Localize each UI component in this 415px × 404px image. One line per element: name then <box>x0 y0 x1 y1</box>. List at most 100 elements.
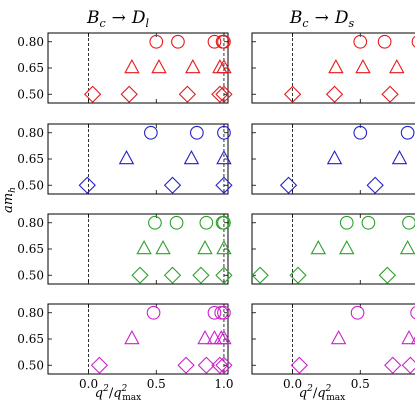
panel-frame <box>47 303 229 375</box>
data-point-triangle <box>124 58 140 74</box>
data-point-triangle <box>124 329 140 345</box>
data-point-circle <box>400 125 415 140</box>
data-point-diamond <box>163 176 182 194</box>
data-point-circle <box>217 305 231 320</box>
y-tick-label: 0.50 <box>17 178 44 192</box>
data-point-diamond <box>289 266 307 284</box>
data-point-diamond <box>378 266 396 284</box>
data-point-triangle <box>155 239 171 255</box>
panel-frame <box>47 213 229 285</box>
data-point-circle <box>402 215 415 230</box>
data-point-diamond <box>381 85 399 103</box>
data-point-diamond <box>163 266 182 284</box>
data-point-triangle <box>185 58 201 74</box>
data-point-triangle <box>136 239 152 255</box>
y-tick-label: 0.50 <box>17 268 44 282</box>
panel-row3-col2 <box>251 213 415 285</box>
x-tick-label: 0.5 <box>351 377 370 391</box>
y-tick-label: 0.80 <box>17 306 44 320</box>
data-point-circle <box>217 125 231 140</box>
svg-text:Bc→Dl: Bc → Dl <box>86 8 150 30</box>
y-tick-label: 0.80 <box>17 216 44 230</box>
column-title-right: Bc → Ds <box>289 8 355 30</box>
data-point-circle <box>214 305 229 320</box>
data-point-triangle <box>401 329 415 345</box>
data-point-diamond <box>131 266 149 284</box>
data-point-triangle <box>197 329 213 345</box>
svg-text:Bc→Ds: Bc → Ds <box>289 8 355 30</box>
data-point-triangle <box>151 58 167 74</box>
data-point-diamond <box>215 176 233 194</box>
data-point-triangle <box>355 58 371 74</box>
y-tick-label: 0.65 <box>17 152 44 166</box>
x-tick-label: 0.0 <box>283 377 302 391</box>
data-point-circle <box>217 34 231 49</box>
panel-grid: 0.500.650.800.500.650.800.500.650.800.50… <box>17 32 415 391</box>
data-point-circle <box>411 35 415 48</box>
data-point-circle <box>361 215 376 230</box>
data-point-diamond <box>78 176 96 194</box>
x-tick-label: 0.0 <box>79 377 98 391</box>
y-tick-label: 0.65 <box>17 332 44 346</box>
data-point-circle <box>146 305 161 320</box>
data-point-triangle <box>310 239 327 255</box>
panel-row4-col1: 0.50 0.65 0.80 0.0 0.5 1.0 <box>17 303 233 391</box>
data-point-diamond <box>384 356 402 374</box>
svg-text:amh: amh <box>1 187 18 213</box>
data-point-diamond <box>325 85 344 103</box>
y-tick-label: 0.50 <box>17 87 44 101</box>
data-point-triangle <box>399 239 415 255</box>
data-point-triangle <box>330 329 347 345</box>
data-point-triangle <box>197 239 213 255</box>
data-point-diamond <box>279 176 298 194</box>
data-point-diamond <box>215 85 233 103</box>
data-point-diamond <box>401 356 415 374</box>
data-point-diamond <box>290 356 309 374</box>
data-point-diamond <box>251 266 269 284</box>
panel-frame <box>47 32 229 104</box>
data-point-circle <box>207 305 222 320</box>
panel-frame <box>251 303 415 375</box>
data-point-triangle <box>183 149 200 165</box>
data-point-diamond <box>366 176 384 194</box>
data-point-diamond <box>177 356 195 374</box>
data-point-triangle <box>118 149 135 165</box>
data-point-circle <box>148 215 162 230</box>
data-point-triangle <box>216 58 232 74</box>
data-point-circle <box>217 215 231 230</box>
panel-frame <box>251 213 415 285</box>
y-tick-label: 0.50 <box>17 358 44 372</box>
panel-row2-col2 <box>251 123 415 195</box>
data-point-circle <box>149 34 164 49</box>
x-tick-label: 1.0 <box>214 377 233 391</box>
data-point-triangle <box>339 239 355 255</box>
data-point-diamond <box>178 85 197 103</box>
data-point-diamond <box>197 356 215 374</box>
data-point-diamond <box>215 356 233 374</box>
panel-frame <box>47 123 229 195</box>
panel-frame <box>251 123 415 195</box>
data-point-triangle <box>391 149 408 165</box>
y-axis-label: amh <box>1 187 18 213</box>
x-tick-label: 0.5 <box>147 377 166 391</box>
data-point-circle <box>199 215 214 230</box>
data-point-diamond <box>90 356 109 374</box>
y-tick-label: 0.65 <box>17 242 44 256</box>
data-point-circle <box>377 34 392 49</box>
data-point-circle <box>144 125 158 140</box>
data-point-diamond <box>192 266 210 284</box>
data-point-diamond <box>211 356 229 374</box>
x-axis-label-left: q2/q2 max <box>95 384 142 403</box>
panel-row2-col1: 0.50 0.65 0.80 <box>17 123 233 195</box>
data-point-diamond <box>84 85 102 103</box>
data-point-circle <box>190 125 204 140</box>
data-point-circle <box>353 34 368 49</box>
panel-row1-col1: 0.50 0.65 0.80 <box>17 32 233 104</box>
data-point-triangle <box>389 58 405 74</box>
data-point-triangle <box>328 58 344 74</box>
data-point-triangle <box>326 149 343 165</box>
data-point-circle <box>410 306 415 320</box>
